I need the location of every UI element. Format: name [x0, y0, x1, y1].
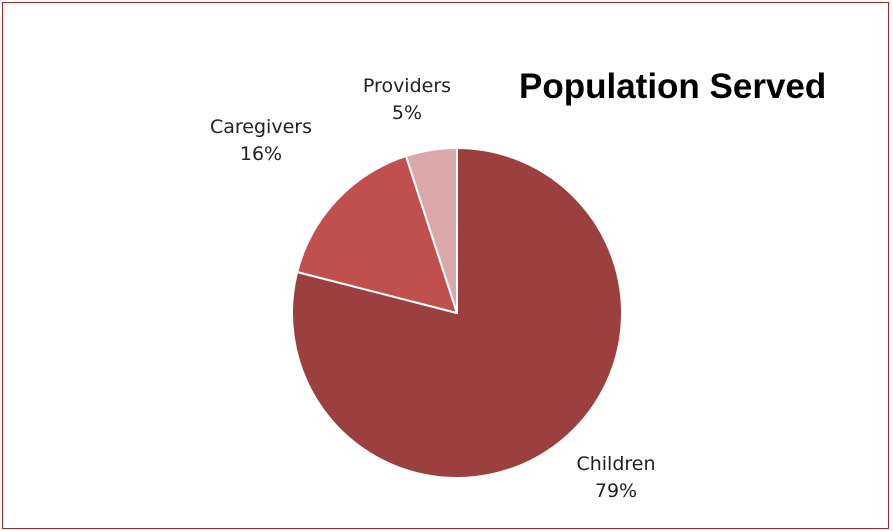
pie-slice-providers [405, 147, 458, 314]
slice-value-children: 79% [595, 480, 637, 502]
chart-title: Population Served [519, 67, 827, 106]
slice-value-caregivers: 16% [240, 143, 282, 165]
slice-label-providers: Providers [363, 75, 451, 97]
slice-label-caregivers: Caregivers [210, 116, 312, 138]
pie-slice-children [291, 147, 623, 479]
pie-slice-caregivers [296, 155, 458, 314]
slice-label-children: Children [576, 453, 655, 475]
slice-value-providers: 5% [392, 102, 422, 124]
